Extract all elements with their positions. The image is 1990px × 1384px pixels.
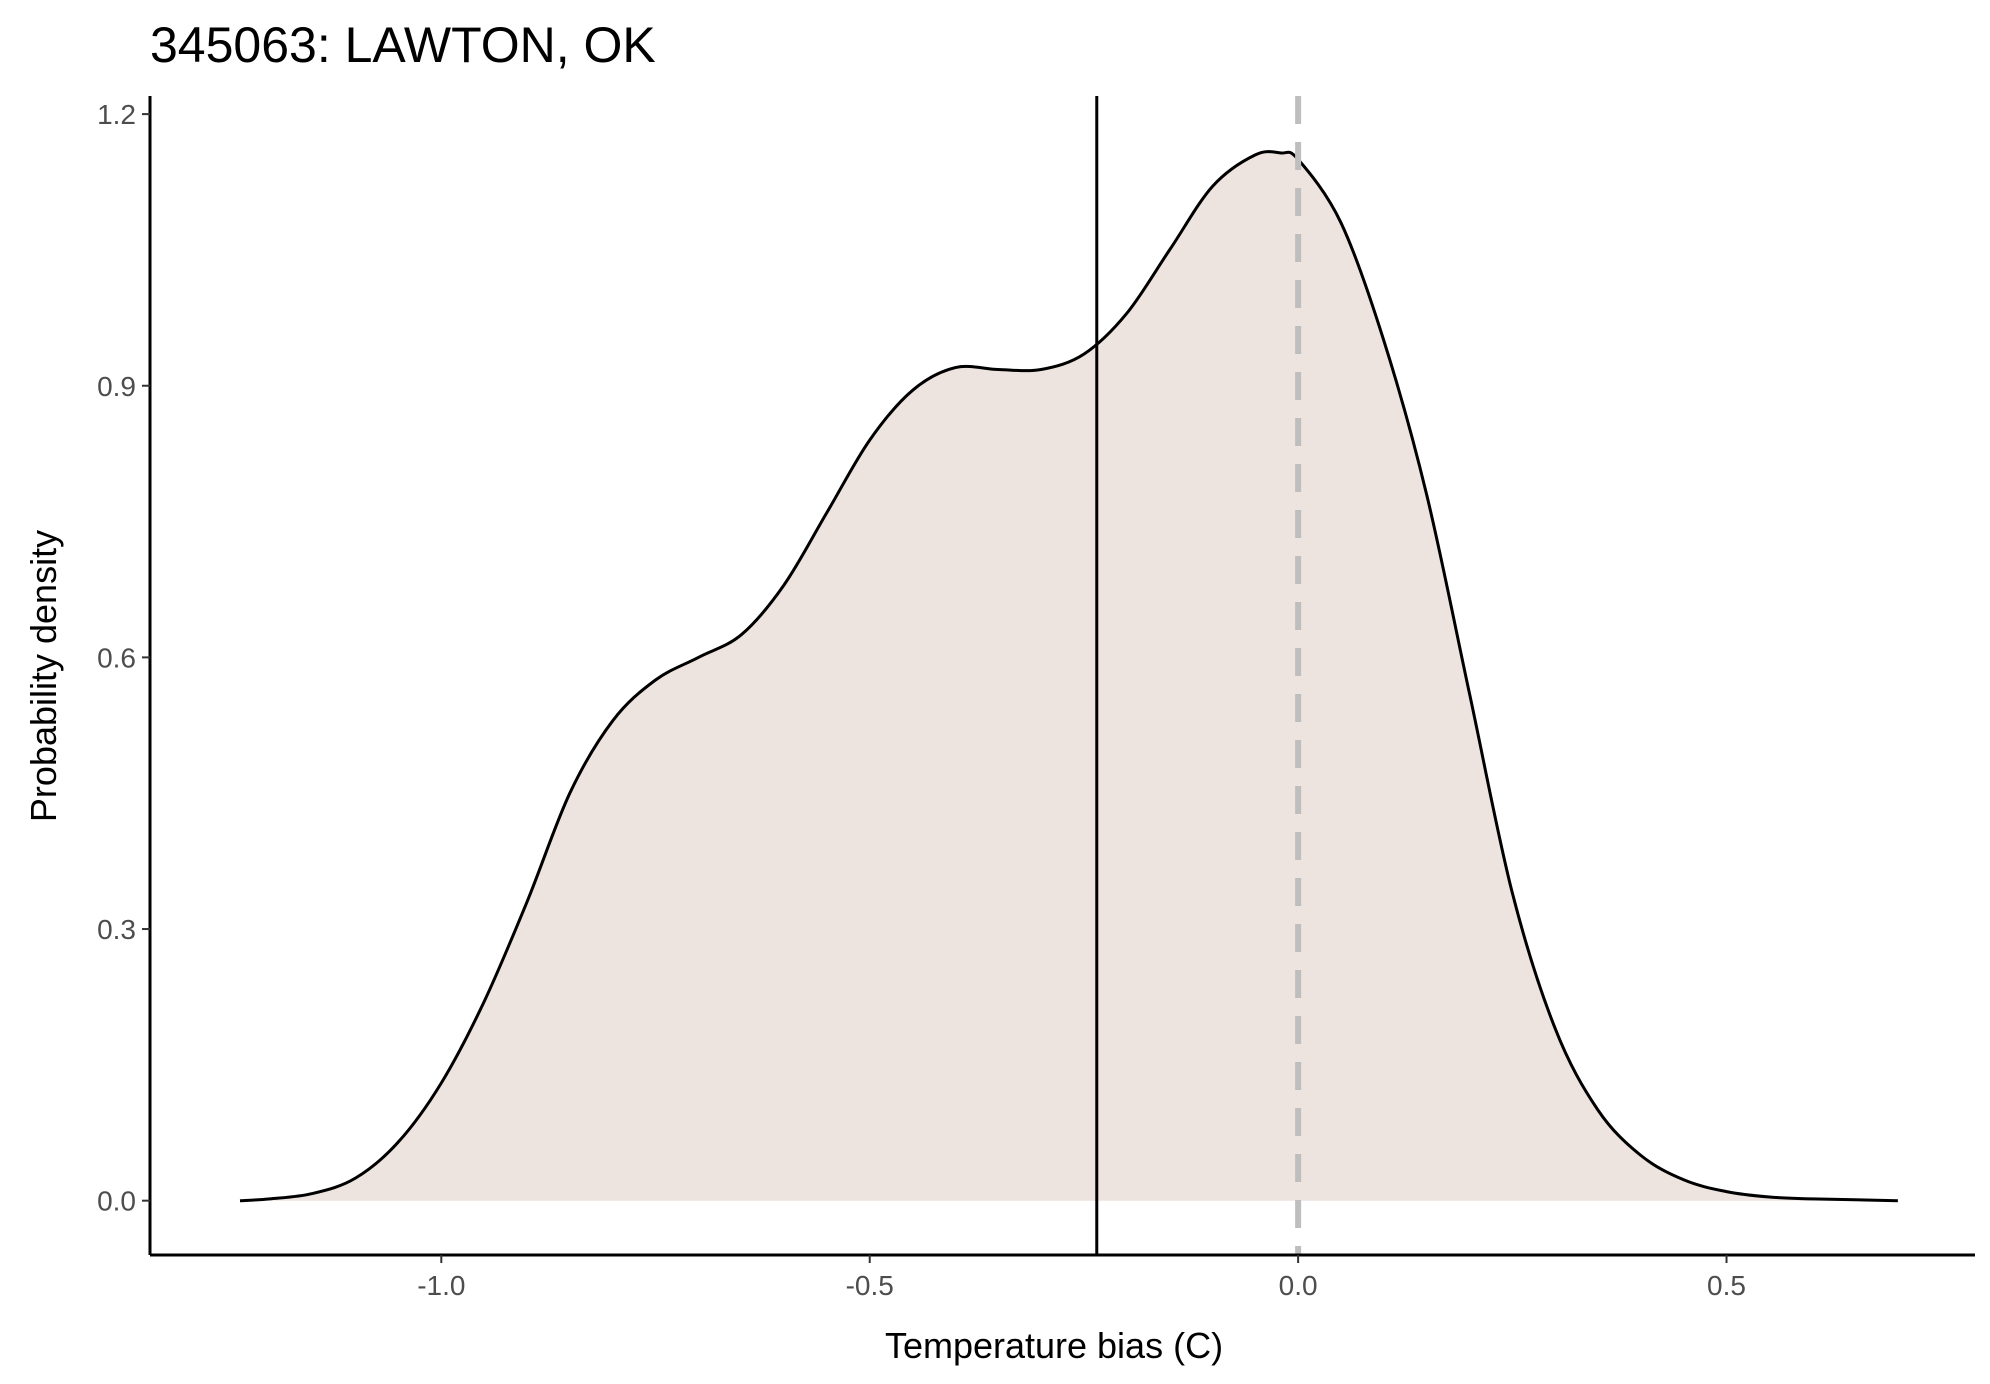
- y-tick-label: 0.3: [97, 914, 136, 945]
- y-axis: 0.0 0.3 0.6 0.9 1.2: [97, 96, 152, 1255]
- y-tick-label: 0.0: [97, 1186, 136, 1217]
- x-tick-label: 0.5: [1707, 1270, 1746, 1301]
- chart-title: 345063: LAWTON, OK: [150, 17, 656, 73]
- x-axis: -1.0 -0.5 0.0 0.5: [150, 1253, 1975, 1301]
- y-axis-title: Probability density: [23, 530, 64, 822]
- density-area: [240, 151, 1898, 1201]
- plot-area: [239, 96, 1898, 1255]
- x-axis-title: Temperature bias (C): [885, 1325, 1223, 1366]
- x-tick-label: -1.0: [417, 1270, 465, 1301]
- x-tick-label: 0.0: [1279, 1270, 1318, 1301]
- y-tick-label: 1.2: [97, 99, 136, 130]
- density-curve: [239, 150, 1898, 1203]
- y-tick-label: 0.9: [97, 371, 136, 402]
- x-tick-label: -0.5: [846, 1270, 894, 1301]
- y-tick-label: 0.6: [97, 642, 136, 673]
